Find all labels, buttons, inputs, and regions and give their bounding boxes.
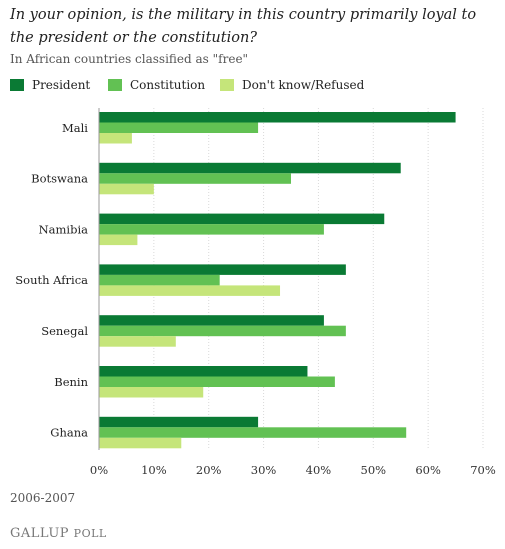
category-label: Namibia [39,222,89,236]
x-tick-label: 60% [415,463,441,477]
bar-benin-dont-know [99,387,204,398]
legend: President Constitution Don't know/Refuse… [10,77,500,93]
legend-swatch-president [10,79,24,91]
bar-ghana-dont-know [99,437,182,449]
bar-south-africa-constitution [99,274,220,286]
x-tick-label: 40% [306,463,332,477]
bar-south-africa-dont-know [99,285,281,296]
gallup-poll-logo: GALLUP POLL [10,526,107,541]
legend-swatch-constitution [108,79,122,91]
category-label: Ghana [50,426,88,440]
legend-item-dont-know: Don't know/Refused [220,77,364,93]
x-tick-label: 10% [141,463,167,477]
bar-namibia-constitution [99,224,324,235]
bar-senegal-constitution [99,325,346,337]
bar-ghana-president [99,416,259,428]
category-label: South Africa [15,273,88,287]
brand-suffix: POLL [73,527,107,540]
bar-benin-constitution [99,376,335,387]
bar-mali-dont-know [99,133,132,144]
bar-botswana-president [99,162,401,174]
chart-title: In your opinion, is the military in this… [10,7,477,46]
category-label: Senegal [41,324,88,338]
bar-senegal-president [99,315,324,326]
legend-label-dont-know: Don't know/Refused [242,78,365,92]
bar-namibia-dont-know [99,234,138,246]
bar-botswana-constitution [99,173,291,184]
bar-south-africa-president [99,264,346,275]
bar-botswana-dont-know [99,183,154,195]
category-label: Mali [62,121,88,135]
chart-subtitle: In African countries classified as "free… [10,52,249,66]
legend-swatch-dont-know [220,79,234,91]
x-tick-label: 20% [196,463,222,477]
legend-label-president: President [32,78,91,92]
legend-item-president: President [10,77,90,93]
legend-label-constitution: Constitution [130,78,206,92]
category-label: Botswana [31,172,88,186]
x-tick-label: 0% [90,463,108,477]
bar-benin-president [99,366,308,377]
bar-mali-constitution [99,122,259,133]
category-label: Benin [54,375,88,389]
x-tick-label: 70% [470,463,496,477]
bar-senegal-dont-know [99,336,176,347]
date-range-footnote: 2006-2007 [10,491,76,505]
bar-chart: Mali Botswana Namibia South Africa Senegal Be… [15,108,496,477]
bar-mali-president [99,112,456,123]
legend-item-constitution: Constitution [108,77,205,93]
x-tick-label: 30% [251,463,277,477]
x-tick-label: 50% [361,463,387,477]
bar-ghana-constitution [99,427,407,438]
brand-name: GALLUP [10,526,70,541]
bar-namibia-president [99,213,385,225]
